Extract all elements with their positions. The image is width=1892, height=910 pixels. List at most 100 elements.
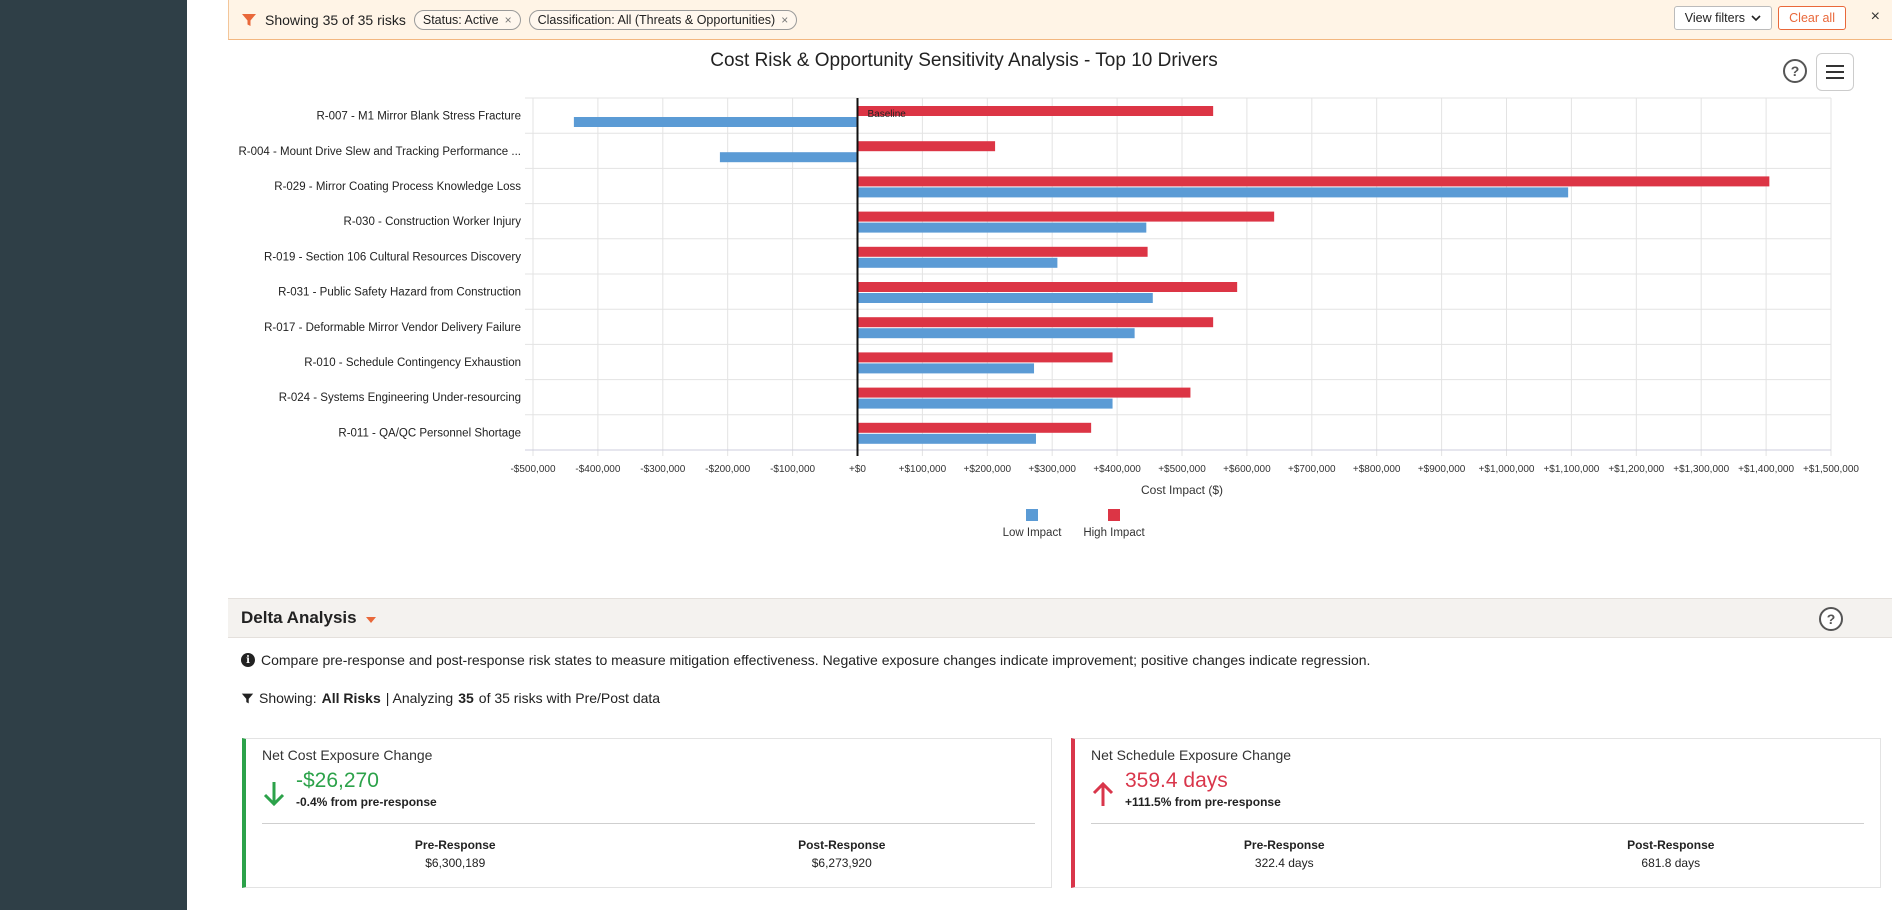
- category-label: R-030 - Construction Worker Injury: [344, 216, 522, 228]
- x-tick-label: -$200,000: [705, 464, 750, 475]
- filter-chip-label: Status: Active: [422, 12, 499, 27]
- funnel-icon: [241, 693, 254, 703]
- view-filters-label: View filters: [1684, 11, 1745, 25]
- high-impact-bar: [857, 387, 1191, 398]
- x-tick-label: +$500,000: [1158, 464, 1206, 475]
- low-impact-bar: [857, 328, 1135, 339]
- pre-response-value: $6,300,189: [425, 856, 486, 870]
- x-tick-label: -$400,000: [575, 464, 620, 475]
- low-impact-bar: [573, 117, 858, 127]
- delta-help-icon[interactable]: ?: [1819, 607, 1843, 631]
- card-change-percent: +111.5% from pre-response: [1125, 795, 1281, 809]
- category-label: R-004 - Mount Drive Slew and Tracking Pe…: [238, 146, 521, 158]
- category-label: R-024 - Systems Engineering Under-resour…: [279, 392, 521, 404]
- net-cost-exposure-card: Net Cost Exposure Change -$26,270 -0.4% …: [242, 738, 1052, 888]
- showing-suffix: of 35 risks with Pre/Post data: [478, 690, 661, 706]
- showing-filter: All Risks: [321, 690, 381, 706]
- x-tick-label: +$0: [849, 464, 866, 475]
- delta-analysis-header[interactable]: Delta Analysis ?: [228, 598, 1892, 638]
- x-axis-title: Cost Impact ($): [1141, 483, 1223, 497]
- legend-swatch: [1026, 509, 1038, 521]
- low-impact-bar: [857, 433, 1036, 444]
- legend-label: High Impact: [1083, 527, 1145, 539]
- close-filter-bar-icon[interactable]: ×: [1870, 8, 1880, 25]
- x-tick-label: +$800,000: [1353, 464, 1401, 475]
- legend-swatch: [1108, 509, 1120, 521]
- high-impact-bar: [857, 176, 1770, 187]
- category-label: R-010 - Schedule Contingency Exhaustion: [304, 357, 521, 369]
- card-change-percent: -0.4% from pre-response: [296, 795, 437, 809]
- info-icon: i: [241, 653, 255, 667]
- showing-count: 35: [458, 690, 474, 706]
- x-tick-label: -$100,000: [770, 464, 815, 475]
- x-tick-label: +$400,000: [1093, 464, 1141, 475]
- delta-analysis-title: Delta Analysis: [241, 608, 357, 627]
- filter-bar: Showing 35 of 35 risks Status: Active × …: [228, 0, 1892, 40]
- caret-down-icon[interactable]: [365, 617, 376, 623]
- pre-response-label: Pre-Response: [1243, 838, 1325, 852]
- category-label: R-019 - Section 106 Cultural Resources D…: [264, 251, 521, 263]
- filter-chip-classification[interactable]: Classification: All (Threats & Opportuni…: [528, 9, 798, 30]
- main-content: Showing 35 of 35 risks Status: Active × …: [228, 0, 1892, 910]
- filter-chip-label: Classification: All (Threats & Opportuni…: [537, 12, 776, 27]
- high-impact-bar: [857, 106, 1214, 116]
- x-tick-label: +$1,200,000: [1608, 464, 1664, 475]
- category-label: R-007 - M1 Mirror Blank Stress Fracture: [317, 111, 522, 123]
- funnel-icon: [241, 12, 257, 28]
- view-filters-button[interactable]: View filters: [1673, 6, 1772, 30]
- card-value: -$26,270: [296, 769, 379, 792]
- high-impact-bar: [857, 246, 1148, 257]
- hamburger-menu-icon: [1826, 65, 1844, 79]
- category-label: R-011 - QA/QC Personnel Shortage: [338, 427, 521, 439]
- chart-title: Cost Risk & Opportunity Sensitivity Anal…: [710, 50, 1218, 71]
- card-label: Net Schedule Exposure Change: [1091, 747, 1292, 763]
- chart-help-icon[interactable]: ?: [1783, 59, 1807, 83]
- post-response-value: 681.8 days: [1641, 856, 1701, 870]
- arrow-down-icon: [263, 782, 285, 807]
- low-impact-bar: [857, 398, 1113, 409]
- x-tick-label: +$100,000: [899, 464, 947, 475]
- card-label: Net Cost Exposure Change: [262, 747, 433, 763]
- low-impact-bar: [857, 293, 1153, 303]
- x-tick-label: +$1,000,000: [1479, 464, 1535, 475]
- x-tick-label: +$700,000: [1288, 464, 1336, 475]
- delta-info-text: Compare pre-response and post-response r…: [261, 652, 1371, 668]
- high-impact-bar: [857, 211, 1275, 222]
- clear-all-button[interactable]: Clear all: [1778, 6, 1846, 30]
- chip-remove-icon[interactable]: ×: [781, 12, 789, 27]
- pre-response-value: 322.4 days: [1254, 856, 1314, 870]
- chart-menu-button[interactable]: [1816, 53, 1854, 91]
- x-tick-label: -$500,000: [510, 464, 555, 475]
- low-impact-bar: [857, 363, 1035, 374]
- category-label: R-031 - Public Safety Hazard from Constr…: [278, 287, 521, 299]
- chevron-down-icon: [1751, 15, 1761, 22]
- x-tick-label: +$1,400,000: [1738, 464, 1794, 475]
- left-sidebar: [0, 0, 187, 910]
- card-value: 359.4 days: [1125, 769, 1228, 792]
- category-label: R-029 - Mirror Coating Process Knowledge…: [274, 181, 521, 193]
- x-tick-label: +$1,100,000: [1543, 464, 1599, 475]
- delta-showing-line: Showing: All Risks | Analyzing 35 of 35 …: [241, 690, 660, 706]
- low-impact-bar: [719, 152, 858, 163]
- legend-label: Low Impact: [1003, 527, 1063, 539]
- filter-chip-status[interactable]: Status: Active ×: [413, 9, 521, 30]
- high-impact-bar: [857, 422, 1092, 433]
- post-response-label: Post-Response: [798, 838, 886, 852]
- high-impact-bar: [857, 317, 1214, 328]
- divider: [262, 823, 1035, 824]
- filter-count-text: Showing 35 of 35 risks: [265, 11, 406, 28]
- net-schedule-exposure-card: Net Schedule Exposure Change 359.4 days …: [1071, 738, 1881, 888]
- category-label: R-017 - Deformable Mirror Vendor Deliver…: [264, 322, 521, 334]
- high-impact-bar: [857, 352, 1113, 363]
- high-impact-bar: [857, 282, 1238, 292]
- showing-prefix: Showing:: [259, 690, 317, 706]
- delta-info-line: i Compare pre-response and post-response…: [241, 652, 1370, 668]
- low-impact-bar: [857, 257, 1058, 268]
- x-tick-label: +$1,500,000: [1803, 464, 1859, 475]
- x-tick-label: +$600,000: [1223, 464, 1271, 475]
- chip-remove-icon[interactable]: ×: [504, 12, 512, 27]
- low-impact-bar: [857, 187, 1569, 198]
- sensitivity-chart: -$500,000 -$400,000 -$300,000 -$200,000 -$10…: [238, 97, 1859, 539]
- high-impact-bar: [857, 141, 996, 152]
- post-response-value: $6,273,920: [811, 856, 872, 870]
